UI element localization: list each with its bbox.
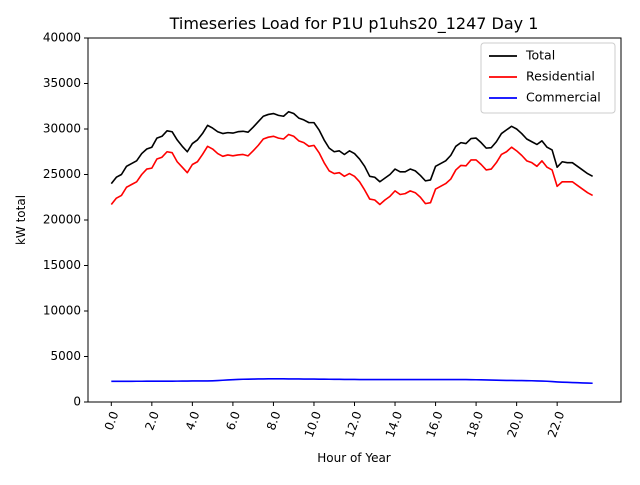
y-tick-label: 0 (73, 395, 81, 409)
series-line-total (110, 110, 594, 185)
x-tick-label: 8.0 (264, 409, 284, 432)
y-axis-label: kW total (14, 195, 28, 245)
y-tick-label: 25000 (43, 167, 81, 181)
legend-label-commercial: Commercial (526, 90, 601, 105)
y-tick-label: 30000 (43, 122, 81, 136)
x-tick-label: 4.0 (183, 409, 203, 432)
y-tick-label: 20000 (43, 213, 81, 227)
chart-title: Timeseries Load for P1U p1uhs20_1247 Day… (169, 14, 539, 34)
legend-box (480, 42, 616, 114)
series-line-commercial (111, 377, 593, 385)
x-tick-label: 2.0 (142, 409, 162, 432)
y-tick-label: 15000 (43, 258, 81, 272)
legend-label-residential: Residential (526, 69, 595, 84)
y-tick-label: 5000 (50, 349, 81, 363)
y-axis: 0 5000 10000 15000 20000 25000 30000 35000 40000 (43, 31, 88, 409)
x-tick-label: 0.0 (102, 409, 122, 432)
series-line-residential (110, 133, 594, 206)
legend-label-total: Total (525, 48, 555, 63)
legend: Total Residential Commercial (480, 42, 616, 114)
y-tick-label: 35000 (43, 76, 81, 90)
series-lines (110, 110, 594, 385)
x-axis-label: Hour of Year (317, 451, 391, 465)
y-tick-label: 40000 (43, 31, 81, 45)
x-tick-label: 6.0 (223, 409, 243, 432)
y-tick-label: 10000 (43, 304, 81, 318)
